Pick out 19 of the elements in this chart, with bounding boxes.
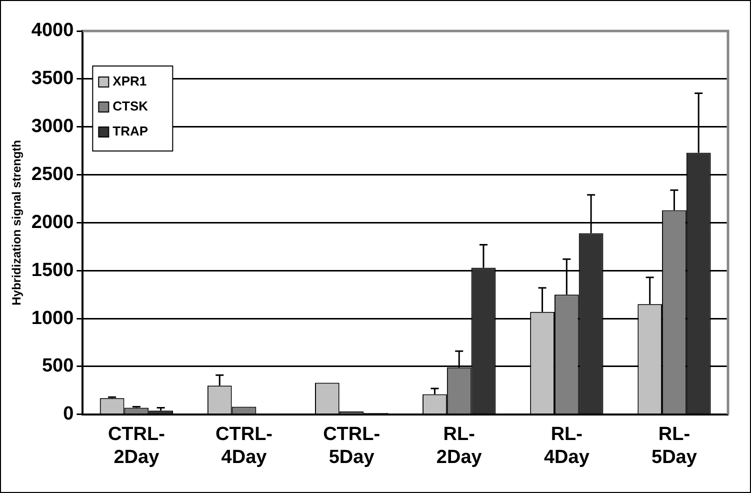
x-tick-label: CTRL- 4Day	[216, 424, 272, 468]
legend-label: TRAP	[112, 124, 148, 139]
y-tick-label: 0	[63, 404, 74, 425]
y-tick-label: 1500	[31, 260, 74, 281]
x-tick-label: CTRL- 5Day	[323, 424, 380, 468]
legend-label: XPR1	[112, 74, 147, 89]
y-tick-label: 3000	[31, 116, 74, 138]
legend-label: CTSK	[112, 98, 149, 114]
x-tick-label: RL- 5Day	[652, 424, 698, 468]
y-tick-label: 3500	[31, 68, 74, 90]
y-axis-title: Hybridization signal strength	[10, 140, 24, 306]
y-tick-label: 500	[42, 356, 74, 377]
y-tick-label: 1000	[31, 308, 74, 329]
x-tick-label: RL- 4Day	[544, 424, 590, 468]
y-tick-label: 2500	[31, 164, 74, 186]
y-tick-label: 4000	[31, 20, 74, 42]
x-tick-label: CTRL- 2Day	[108, 424, 165, 468]
y-tick-label: 2000	[31, 212, 74, 233]
x-tick-label: RL- 2Day	[436, 424, 482, 468]
